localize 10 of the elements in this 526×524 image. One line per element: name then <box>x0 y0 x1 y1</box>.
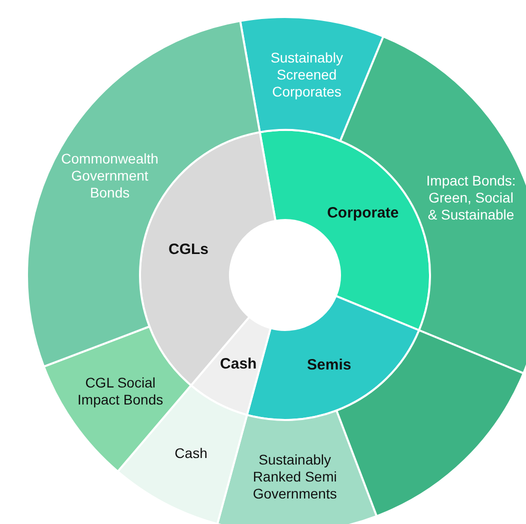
slice-label: Commonwealth Government Bonds <box>61 150 158 200</box>
slice-label: CGL Social Impact Bonds <box>78 374 164 408</box>
slice-label: Impact Bonds: Green, Social & Sustainable <box>426 172 516 223</box>
slice-label: Semis <box>307 356 352 374</box>
slice-label: Sustainably Ranked Semi Governments <box>252 451 337 502</box>
slice-label: Cash <box>174 445 208 462</box>
slice-label: Sustainably Screened Corporates <box>270 50 343 100</box>
slice-label: Cash <box>220 354 257 372</box>
slice-label: Corporate <box>327 204 399 221</box>
slice-label: CGLs <box>168 240 209 258</box>
